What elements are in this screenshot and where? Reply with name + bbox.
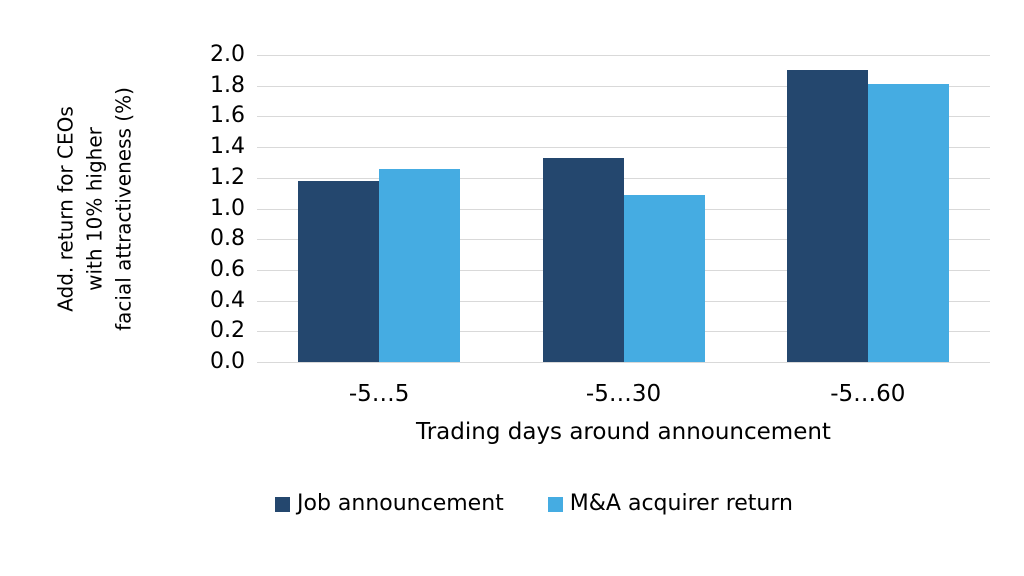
gridline	[257, 116, 990, 118]
y-tick-label-1.8: 1.8	[210, 72, 245, 98]
legend-item-m-a-acquirer-return: M&A acquirer return	[547, 490, 793, 518]
y-tick-label-1.4: 1.4	[210, 134, 245, 160]
gridline	[257, 177, 990, 179]
bar-job-announcement-5-30	[542, 157, 624, 362]
y-axis-title: Add. return for CEOs with 10% higher fac…	[52, 87, 139, 331]
legend-label-m-a-acquirer-return: M&A acquirer return	[569, 491, 793, 516]
x-tick-label-5-30: -5…30	[585, 381, 662, 407]
bar-job-announcement-5-60	[786, 70, 868, 362]
y-tick-label-1.2: 1.2	[210, 164, 245, 190]
legend-swatch-job-announcement	[275, 496, 290, 512]
legend: Job announcement M&A acquirer return	[22, 490, 1024, 518]
x-axis-ticks: -5…5 -5…30 -5…60	[257, 381, 990, 411]
bar-job-announcement-5-5	[298, 180, 380, 362]
y-tick-label-0.6: 0.6	[210, 256, 245, 282]
x-tick-label-5-60: -5…60	[830, 381, 906, 407]
bar-m-a-acquirer-return-5-5	[379, 168, 461, 362]
bar-m-a-acquirer-return-5-60	[867, 84, 949, 362]
y-axis-ticks: 0.0 0.2 0.4 0.6 0.8 1.0 1.2 1.4 1.6 1.8 2.0	[130, 42, 245, 374]
legend-label-job-announcement: Job announcement	[297, 491, 504, 516]
y-tick-label-0.4: 0.4	[210, 287, 245, 313]
x-tick-label-5-5: -5…5	[348, 381, 410, 407]
y-tick-label-0.8: 0.8	[210, 226, 245, 252]
legend-swatch-m-a-acquirer-return	[547, 496, 563, 512]
y-tick-label-1.0: 1.0	[210, 195, 245, 221]
plot-area	[257, 55, 990, 363]
gridline	[257, 147, 990, 149]
x-axis-title: Trading days around announcement	[416, 419, 831, 445]
y-tick-label-2.0: 2.0	[210, 42, 245, 67]
y-tick-label-1.6: 1.6	[210, 103, 245, 129]
y-tick-label-0.0: 0.0	[210, 349, 245, 374]
gridline	[257, 362, 990, 363]
legend-item-job-announcement: Job announcement	[275, 490, 504, 518]
gridline	[257, 55, 990, 56]
y-axis-title-line: with 10% higher	[82, 127, 107, 291]
gridline	[257, 85, 990, 87]
y-axis-title-line: Add. return for CEOs	[53, 106, 78, 312]
y-tick-label-0.2: 0.2	[210, 318, 245, 344]
bar-m-a-acquirer-return-5-30	[623, 194, 705, 362]
